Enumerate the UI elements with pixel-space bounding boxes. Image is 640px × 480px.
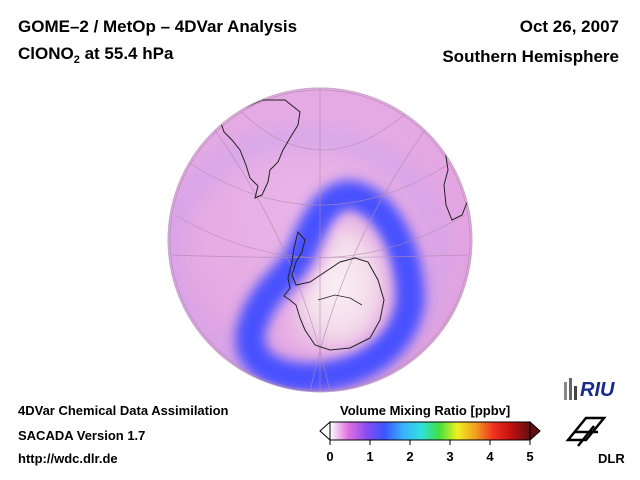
colorbar-gradient [329,421,531,441]
title-line-1: GOME–2 / MetOp – 4DVar Analysis [18,17,298,36]
riu-logo-text: RIU [580,379,615,401]
region-label: Southern Hemisphere [442,47,619,66]
colorbar-tick-label: 2 [406,449,414,464]
colorbar-tick-label: 1 [366,449,374,464]
coastline-south-america [219,99,301,199]
footer-line-1: 4DVar Chemical Data Assimilation [18,403,229,418]
footer-url: http://wdc.dlr.de [18,451,118,466]
colorbar-max-arrow [529,420,541,442]
footer-line-2: SACADA Version 1.7 [18,428,146,443]
dlr-logo-text: DLR [598,451,625,466]
species-subscript: 2 [73,54,80,66]
colorbar-ticks [329,440,531,445]
date-label: Oct 26, 2007 [519,17,619,36]
colorbar [319,420,541,445]
globe-outline [167,87,473,393]
graticule [169,88,471,392]
colorbar-tick-label: 5 [526,449,534,464]
colorbar-tick-label: 4 [486,449,494,464]
colorbar-tick-label: 3 [446,449,454,464]
colorbar-tick-label: 0 [326,449,334,464]
species-name: ClONO [18,44,74,63]
dlr-logo-icon [565,416,607,447]
pressure-level: at 55.4 hPa [79,44,174,63]
vortex-core [286,217,389,352]
riu-logo: RIU [564,378,615,401]
coastline-antarctica [283,230,385,351]
hemisphere-map [167,87,473,393]
ice-shelf [317,294,363,306]
species-title: ClONO2 at 55.4 hPa [18,44,174,66]
colorbar-min-arrow [319,420,331,442]
colorbar-title: Volume Mixing Ratio [ppbv] [340,403,511,418]
